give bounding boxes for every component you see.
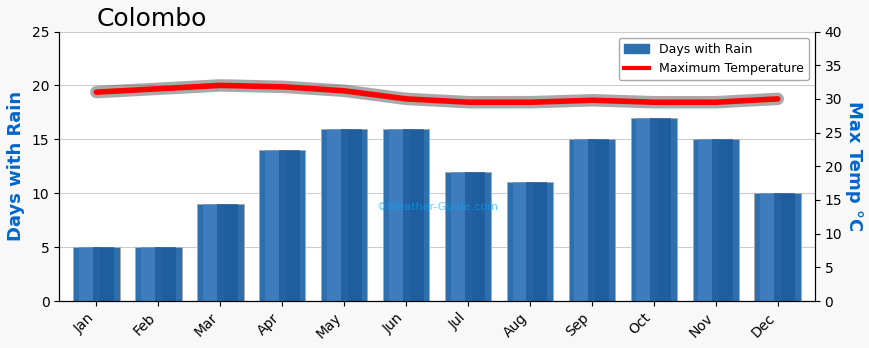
Bar (388, 128, 409, 301)
Bar (636, 118, 657, 301)
Bar (196, 204, 243, 301)
Bar (512, 182, 533, 301)
Bar (568, 139, 614, 301)
Bar (341, 128, 362, 301)
Bar (574, 139, 594, 301)
Bar (526, 182, 547, 301)
Bar (444, 172, 491, 301)
Bar (587, 139, 608, 301)
Y-axis label: Days with Rain: Days with Rain (7, 91, 25, 241)
Bar (753, 193, 800, 301)
Bar (216, 204, 237, 301)
Bar (202, 204, 223, 301)
Legend: Days with Rain, Maximum Temperature: Days with Rain, Maximum Temperature (618, 38, 807, 80)
Bar (155, 247, 176, 301)
Bar (382, 128, 428, 301)
Bar (464, 172, 485, 301)
Bar (321, 128, 367, 301)
Bar (135, 247, 182, 301)
Text: ©Weather-Guide.com: ©Weather-Guide.com (375, 202, 497, 212)
Bar (630, 118, 676, 301)
Bar (327, 128, 348, 301)
Bar (506, 182, 553, 301)
Bar (402, 128, 423, 301)
Bar (650, 118, 671, 301)
Bar (264, 150, 285, 301)
Bar (698, 139, 719, 301)
Bar (773, 193, 794, 301)
Bar (278, 150, 299, 301)
Bar (73, 247, 120, 301)
Bar (712, 139, 733, 301)
Text: Colombo: Colombo (97, 7, 207, 31)
Bar (93, 247, 114, 301)
Y-axis label: Max Temp °C: Max Temp °C (844, 101, 862, 231)
Bar (141, 247, 162, 301)
Bar (259, 150, 305, 301)
Bar (450, 172, 471, 301)
Bar (760, 193, 780, 301)
Bar (79, 247, 100, 301)
Bar (692, 139, 738, 301)
